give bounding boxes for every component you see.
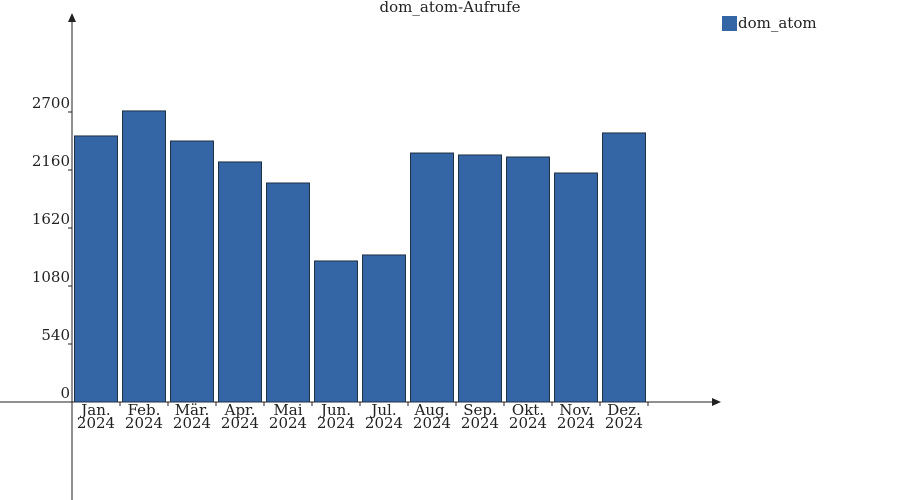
bar	[410, 152, 454, 403]
x-tick-label: Jun. 2024	[316, 401, 356, 432]
y-tick-label: 1080	[32, 268, 70, 286]
y-tick-label: 0	[60, 384, 70, 402]
bar	[266, 182, 310, 403]
x-axis-arrow	[712, 398, 721, 406]
y-tick-label: 1620	[32, 210, 70, 228]
x-tick-label: Sep. 2024	[460, 401, 500, 432]
legend-label: dom_atom	[738, 14, 817, 32]
bar	[506, 156, 550, 403]
chart-title: dom_atom-Aufrufe	[380, 0, 521, 16]
bar	[362, 254, 406, 403]
y-tick-label: 540	[41, 326, 70, 344]
y-tick-label: 2160	[32, 152, 70, 170]
x-tick-label: Mär. 2024	[172, 401, 212, 432]
x-tick-label: Aug. 2024	[412, 401, 452, 432]
bar	[602, 132, 646, 403]
x-tick-label: Feb. 2024	[124, 401, 164, 432]
bar	[122, 110, 166, 403]
x-tick-label: Mai 2024	[268, 401, 308, 432]
x-tick-label: Nov. 2024	[556, 401, 596, 432]
bar	[554, 172, 598, 403]
y-tick-label: 2700	[32, 94, 70, 112]
bar	[74, 135, 118, 403]
x-tick-label: Jul. 2024	[364, 401, 404, 432]
x-tick-label: Jan. 2024	[76, 401, 116, 432]
x-tick-label: Okt. 2024	[508, 401, 548, 432]
bar	[170, 140, 214, 403]
bar	[218, 161, 262, 403]
bar	[458, 154, 502, 403]
legend-swatch	[722, 16, 737, 31]
x-tick-label: Dez. 2024	[604, 401, 644, 432]
y-axis-arrow	[68, 13, 76, 22]
bar	[314, 260, 358, 403]
x-tick-label: Apr. 2024	[220, 401, 260, 432]
